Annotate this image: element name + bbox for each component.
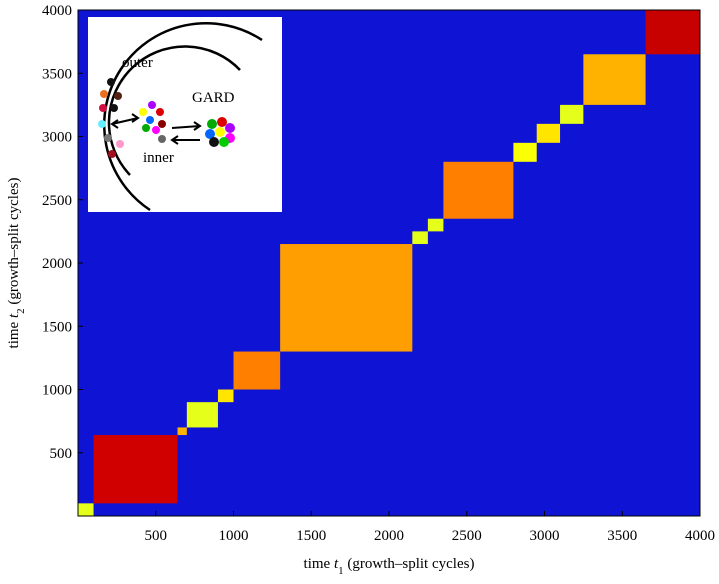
arrows: [110, 113, 202, 145]
heatmap-block: [280, 244, 413, 352]
x-tick-label: 4000: [685, 528, 715, 544]
heatmap-block: [177, 427, 187, 436]
x-tick-label: 1000: [219, 528, 249, 544]
axis-label-part: 1: [338, 565, 344, 577]
inset-label: inner: [143, 150, 174, 166]
x-tick-label: 500: [145, 528, 168, 544]
inner-ring: [107, 45, 241, 176]
heatmap-block: [93, 435, 178, 504]
molecules: [98, 78, 235, 158]
x-tick-label: 2500: [452, 528, 482, 544]
heatmap-block: [560, 104, 584, 124]
heatmap-block: [443, 161, 514, 219]
axis-label-part: t: [6, 313, 22, 318]
axis-label-part: (growth–split cycles): [6, 178, 22, 309]
heatmap-block: [536, 123, 561, 143]
y-tick-label: 3500: [42, 66, 72, 82]
y-tick-label: 2000: [42, 256, 72, 272]
x-axis-label: time t1 (growth–split cycles): [304, 556, 475, 577]
axis-label-part: (growth–split cycles): [344, 556, 475, 572]
y-tick-label: 3000: [42, 130, 72, 146]
x-tick-label: 2000: [374, 528, 404, 544]
outer-ring: [102, 21, 263, 212]
x-tick-label: 1500: [296, 528, 326, 544]
heatmap-block: [583, 54, 646, 105]
heatmap-block: [217, 389, 234, 403]
heatmap-block: [233, 351, 281, 390]
heatmap-block: [412, 231, 428, 245]
y-tick-label: 500: [50, 446, 73, 462]
axis-label-part: 2: [15, 308, 27, 314]
y-axis-label: time t2 (growth–split cycles): [6, 178, 27, 349]
y-tick-label: 4000: [42, 3, 72, 19]
plot-area: 500 1000 1500 2000 2500 3000 3500 4000 500 1000 15…: [42, 3, 715, 544]
inset-label: outer: [122, 55, 153, 71]
axis-label-part: time: [304, 556, 334, 572]
x-tick-label: 3000: [530, 528, 560, 544]
heatmap-block: [513, 142, 537, 162]
inset-diagram: outer inner GARD: [88, 17, 282, 212]
heatmap-block: [78, 503, 94, 516]
x-tick-label: 3500: [607, 528, 637, 544]
y-tick-label: 1500: [42, 319, 72, 335]
heatmap-block: [186, 402, 218, 428]
heatmap-block: [427, 218, 444, 232]
axis-label-part: time: [6, 318, 22, 348]
inset-label: GARD: [192, 90, 235, 106]
y-tick-label: 1000: [42, 383, 72, 399]
axis-label-part: t: [334, 556, 339, 572]
y-tick-label: 2500: [42, 193, 72, 209]
heatmap-block: [645, 10, 700, 55]
